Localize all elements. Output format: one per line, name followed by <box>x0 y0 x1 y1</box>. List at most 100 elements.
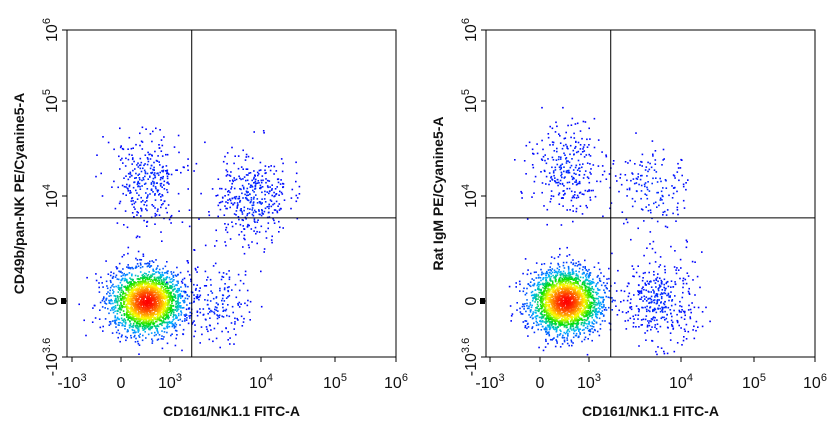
event-point <box>234 155 236 157</box>
event-point <box>174 287 176 290</box>
event-point <box>193 294 195 296</box>
event-point <box>174 274 177 277</box>
event-point <box>149 153 151 156</box>
event-point <box>139 292 141 295</box>
event-point <box>583 321 586 323</box>
event-point <box>165 315 168 317</box>
event-point <box>581 329 584 331</box>
event-point <box>153 273 156 275</box>
event-point <box>155 304 158 306</box>
event-point <box>151 326 153 329</box>
event-point <box>589 295 591 297</box>
event-point <box>126 336 128 339</box>
event-point <box>544 285 546 288</box>
event-point <box>564 283 566 286</box>
event-point <box>211 310 213 313</box>
event-point <box>131 279 134 282</box>
event-point <box>109 309 112 312</box>
event-point <box>149 280 151 283</box>
event-point <box>570 313 573 315</box>
event-point <box>573 278 576 280</box>
event-point <box>144 163 146 165</box>
event-point <box>232 203 234 206</box>
event-point <box>244 193 246 196</box>
event-point <box>162 320 165 322</box>
event-point <box>524 258 527 260</box>
event-point <box>175 291 177 293</box>
event-point <box>123 296 125 298</box>
event-point <box>565 331 568 334</box>
event-point <box>132 324 135 327</box>
event-point <box>133 202 136 205</box>
event-point <box>142 325 145 327</box>
event-point <box>599 308 601 310</box>
event-point <box>227 304 229 306</box>
event-point <box>221 299 223 302</box>
event-point <box>532 313 534 315</box>
event-point <box>143 328 145 331</box>
event-point <box>155 302 157 304</box>
event-point <box>282 227 284 229</box>
event-point <box>113 286 115 288</box>
event-point <box>114 315 116 317</box>
event-point <box>124 319 127 322</box>
event-point <box>117 298 119 300</box>
event-point <box>187 158 189 160</box>
event-point <box>136 318 139 320</box>
event-point <box>200 326 203 328</box>
event-point <box>172 288 175 291</box>
event-point <box>151 281 153 283</box>
event-point <box>135 172 137 175</box>
event-point <box>148 285 151 288</box>
event-point <box>154 283 156 286</box>
event-point <box>135 303 137 305</box>
event-point <box>568 304 570 306</box>
event-point <box>584 267 586 269</box>
event-point <box>93 304 96 307</box>
event-point <box>188 225 191 228</box>
event-point <box>554 305 556 307</box>
event-point <box>175 302 178 305</box>
event-point <box>240 231 243 233</box>
event-point <box>242 168 244 170</box>
event-point <box>217 310 219 312</box>
event-point <box>130 304 133 306</box>
event-point <box>167 312 169 314</box>
event-point <box>565 321 568 324</box>
event-point <box>580 292 583 295</box>
event-point <box>170 273 173 275</box>
event-point <box>117 318 120 320</box>
event-point <box>190 280 192 283</box>
event-point <box>139 283 142 285</box>
event-point <box>179 294 182 297</box>
event-point <box>135 315 137 318</box>
event-point <box>120 303 122 305</box>
event-point <box>559 280 561 282</box>
event-point <box>156 328 158 330</box>
event-point <box>552 291 554 293</box>
event-point <box>136 211 138 213</box>
event-point <box>558 307 561 310</box>
event-point <box>141 303 143 305</box>
event-point <box>246 226 249 228</box>
event-point <box>142 321 145 324</box>
event-point <box>237 167 240 170</box>
event-point <box>139 262 142 265</box>
event-point <box>150 183 153 185</box>
event-point <box>145 305 148 308</box>
event-point <box>264 207 267 210</box>
event-point <box>122 310 125 312</box>
event-point <box>161 240 163 242</box>
event-point <box>527 326 530 328</box>
event-point <box>275 170 278 172</box>
event-point <box>149 305 151 307</box>
event-point <box>134 315 136 317</box>
event-point <box>559 274 562 277</box>
event-point <box>219 346 221 349</box>
event-point <box>156 276 158 279</box>
event-point <box>164 307 167 309</box>
event-point <box>163 327 165 330</box>
event-point <box>165 302 167 304</box>
event-point <box>245 194 248 197</box>
event-point <box>140 316 143 318</box>
